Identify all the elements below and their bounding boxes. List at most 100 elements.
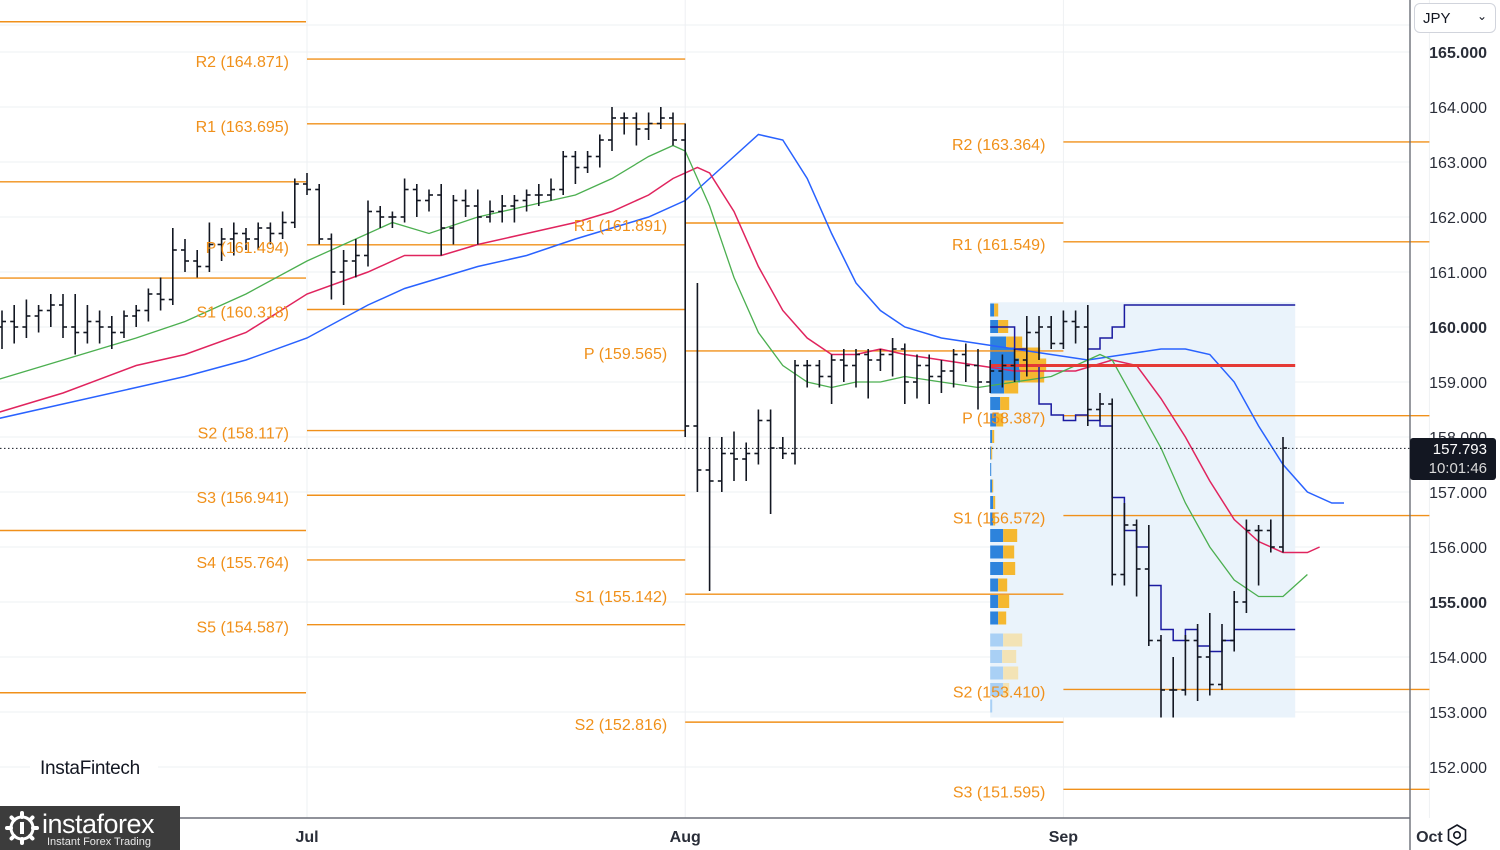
ohlc-bar [974, 349, 982, 410]
volume-profile-buy-bar [990, 611, 999, 625]
ohlc-bar [1254, 525, 1263, 586]
ohlc-bar [351, 239, 360, 278]
price-tick-label: 160.000 [1429, 320, 1487, 337]
volume-profile-buy-bar [990, 666, 1004, 680]
ohlc-bar [290, 178, 299, 228]
ohlc-bar [242, 228, 250, 250]
pivot-label: P (158.387) [962, 411, 1045, 428]
time-tick-label: Oct [1416, 829, 1443, 846]
volume-profile-buy-bar [990, 562, 1004, 575]
ohlc-bar [656, 107, 665, 129]
volume-profile-sell-bar [1000, 397, 1010, 410]
ohlc-bar [132, 305, 141, 327]
volume-profile-sell-bar [994, 303, 999, 317]
ohlc-bar [400, 178, 409, 223]
ohlc-bar [522, 189, 531, 212]
ohlc-bar [327, 233, 336, 300]
ohlc-bar [547, 178, 555, 201]
pivot-label: R1 (161.891) [574, 218, 667, 235]
ohlc-bar [461, 189, 470, 217]
ohlc-bar [278, 211, 287, 239]
ohlc-bar [1071, 310, 1080, 344]
ohlc-bar [1169, 657, 1178, 718]
price-tick-label: 156.000 [1429, 540, 1487, 557]
ohlc-bar [1242, 519, 1251, 613]
ohlc-bar [1035, 316, 1043, 360]
ohlc-bar [949, 349, 958, 388]
pivot-label: S4 (155.764) [196, 555, 289, 572]
watermark-badge: instaforex Instant Forex Trading [0, 806, 180, 850]
currency-select[interactable]: JPY ⌄ [1414, 3, 1496, 33]
price-tick-label: 165.000 [1429, 45, 1487, 62]
ohlc-bar [1108, 398, 1117, 586]
ohlc-bar [1193, 624, 1202, 701]
ohlc-bar [388, 211, 397, 228]
ohlc-bar [1120, 503, 1129, 586]
ohlc-bar [815, 360, 824, 388]
price-tick-label: 164.000 [1429, 100, 1487, 117]
ohlc-bar [937, 360, 946, 393]
ohlc-bar [315, 184, 324, 245]
prior-pivot-levels [0, 21, 306, 694]
ohlc-bar [254, 222, 263, 250]
ohlc-bar [229, 222, 238, 256]
ohlc-bar [583, 151, 592, 173]
watermark-name: instaforex [42, 809, 155, 839]
pivot-label: S5 (154.587) [196, 620, 289, 637]
ohlc-bar [791, 360, 799, 465]
ohlc-bar [827, 354, 836, 404]
volume-profile-sell-bar [1003, 545, 1015, 559]
currency-value: JPY [1423, 10, 1451, 27]
ohlc-bar [1059, 310, 1068, 349]
ohlc-bar [498, 195, 507, 223]
volume-profile-sell-bar [1003, 666, 1019, 680]
ohlc-bar [1132, 519, 1141, 597]
pivot-label: S1 (156.572) [953, 511, 1046, 528]
volume-profile-buy-bar [990, 413, 997, 427]
pivot-label: S1 (155.142) [575, 589, 668, 606]
last-price-value: 157.793 [1432, 441, 1487, 458]
ohlc-bar [620, 112, 629, 135]
volume-profile-sell-bar [1003, 562, 1016, 575]
ohlc-bar [425, 189, 433, 212]
ohlc-bar [205, 222, 214, 272]
price-tick-label: 154.000 [1429, 650, 1487, 667]
pivot-label: P (161.494) [206, 240, 289, 257]
ohlc-bar [595, 134, 604, 168]
volume-profile-buy-bar [990, 397, 1001, 410]
ohlc-bar [1144, 525, 1153, 646]
ohlc-bar [107, 316, 116, 349]
pivot-label: P (159.565) [584, 346, 667, 363]
instaforex-logo-icon [5, 811, 39, 845]
price-axis[interactable]: 165.000 164.000 163.000 162.000 161.000 160.0… [1429, 45, 1487, 777]
ohlc-bar [754, 409, 763, 465]
ohlc-bar [22, 299, 31, 338]
ohlc-bar [1205, 613, 1214, 696]
pivot-levels [307, 58, 1430, 790]
pivot-label: S2 (158.117) [198, 426, 289, 443]
volume-profile-sell-bar [998, 611, 1007, 625]
time-axis[interactable]: Jul Aug Sep Oct [295, 829, 1443, 846]
price-tick-label: 163.000 [1429, 155, 1487, 172]
ohlc-bar [510, 195, 519, 223]
price-tick-label: 157.000 [1429, 485, 1487, 502]
watermark-tagline: Instant Forex Trading [47, 836, 151, 848]
ohlc-bar [1230, 591, 1239, 652]
ma-mid-line [0, 166, 1320, 554]
volume-profile-sell-bar [996, 413, 1004, 427]
ohlc-bar [681, 123, 690, 437]
ohlc-bar [669, 112, 677, 146]
ohlc-bar [742, 442, 751, 481]
ohlc-bar [608, 107, 616, 151]
ohlc-bar [1022, 316, 1031, 377]
ohlc-bar [632, 112, 641, 146]
volume-profile-buy-bar [990, 595, 999, 608]
ohlc-bar [559, 151, 568, 195]
settings-icon[interactable] [1445, 823, 1469, 847]
ohlc-bar [120, 310, 128, 338]
pivot-label: R1 (163.695) [196, 119, 289, 136]
pivot-label: R2 (163.364) [952, 137, 1045, 154]
brand-box: InstaFintech [30, 734, 158, 798]
ohlc-bar [217, 228, 226, 261]
